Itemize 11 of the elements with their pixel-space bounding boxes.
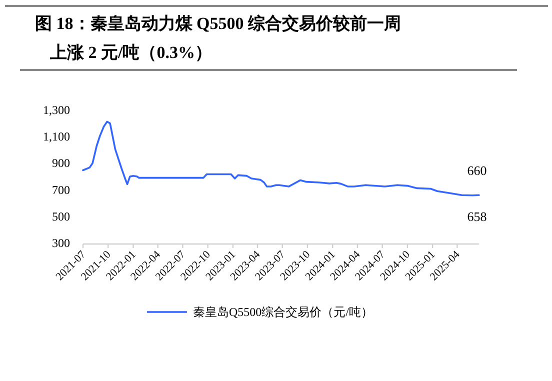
y-tick-label: 1,300 xyxy=(43,103,70,117)
y-tick-label: 1,100 xyxy=(43,130,70,144)
y-tick-label: 300 xyxy=(52,236,70,250)
y-tick-label: 500 xyxy=(52,209,70,224)
chart-title: 图 18：秦皇岛动力煤 Q5500 综合交易价较前一周上涨 2 元/吨（0.3%） xyxy=(35,14,401,62)
legend-label: 秦皇岛Q5500综合交易价（元/吨） xyxy=(193,305,373,319)
y-tick-label: 700 xyxy=(52,182,70,197)
legend: 秦皇岛Q5500综合交易价（元/吨） xyxy=(147,305,373,319)
annotation: 658 xyxy=(467,209,487,224)
y-tick-label: 900 xyxy=(52,156,70,170)
annotation: 660 xyxy=(467,163,487,178)
